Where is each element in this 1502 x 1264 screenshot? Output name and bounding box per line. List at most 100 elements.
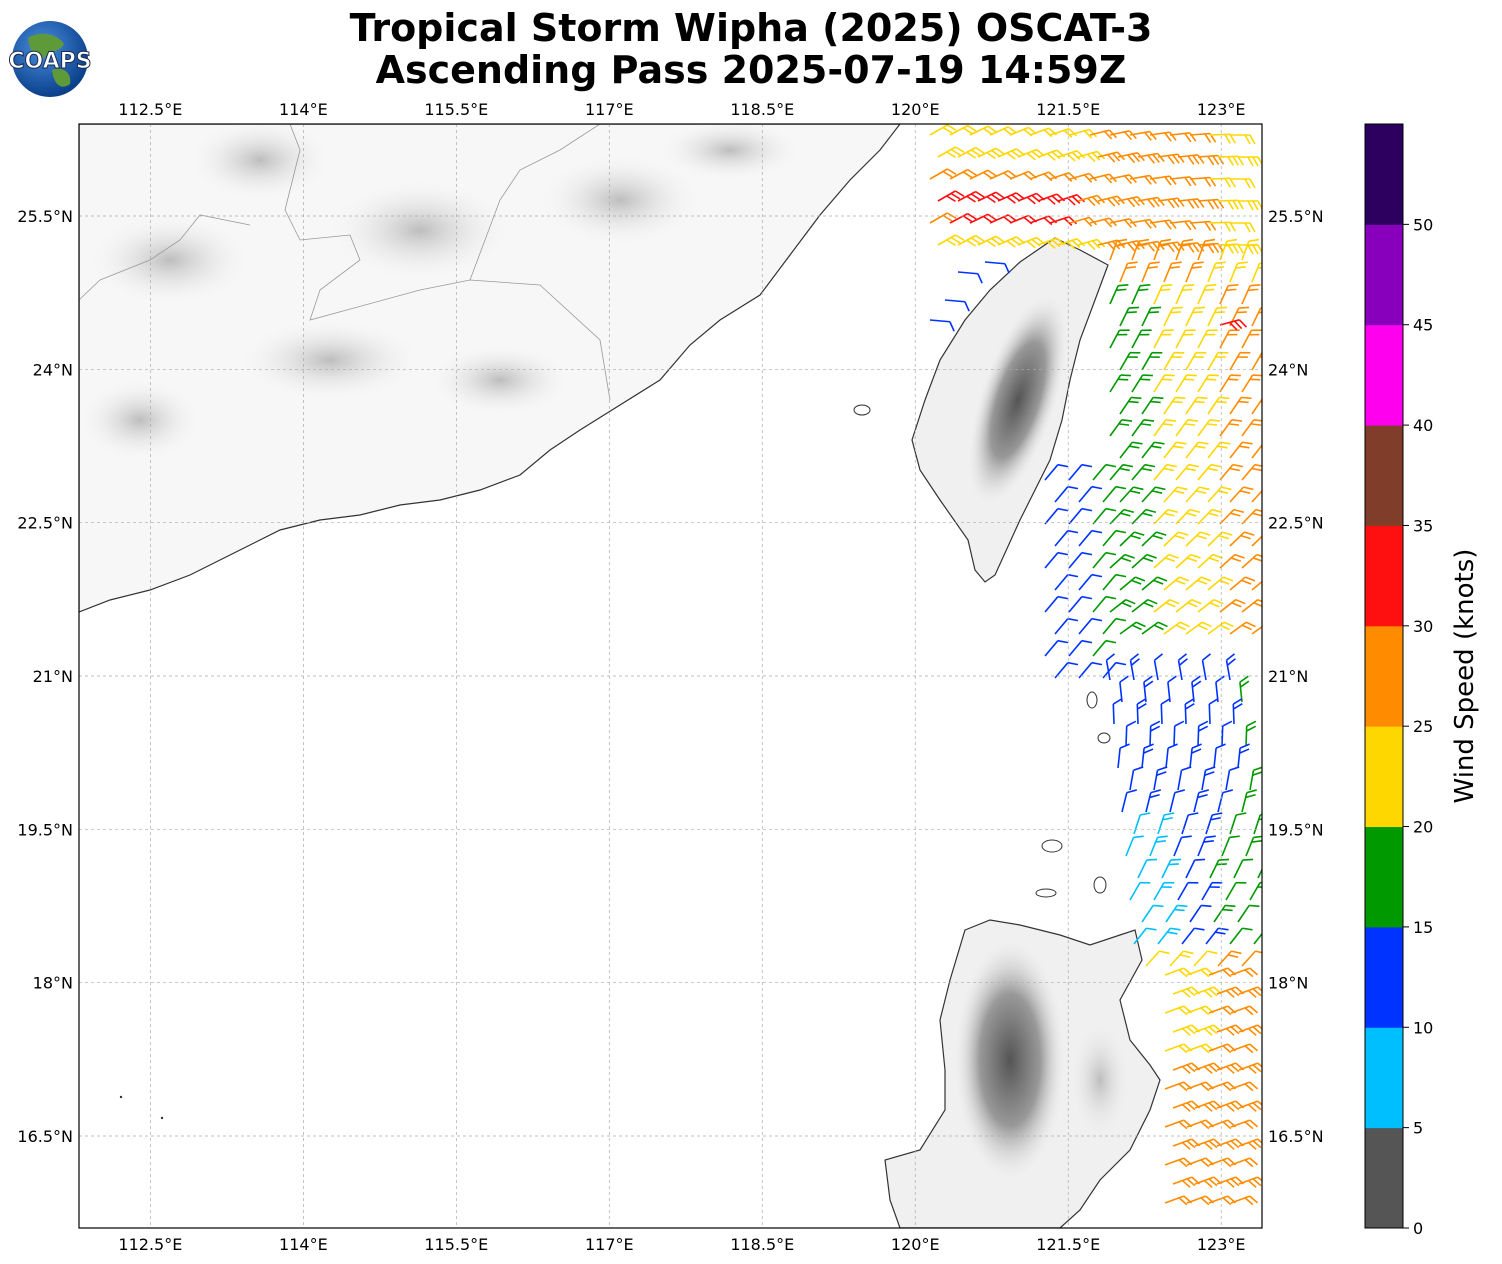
colorbar-segment [1365, 324, 1403, 426]
wind-barb [1205, 927, 1229, 945]
wind-barb [1233, 858, 1254, 879]
wind-barb [929, 168, 957, 180]
wind-barb [1141, 621, 1168, 635]
wind-barb [1251, 351, 1262, 371]
wind-barb [1230, 1119, 1259, 1130]
wind-barb [1216, 1176, 1245, 1188]
wind-barb [1160, 698, 1171, 725]
wind-barb [1205, 812, 1223, 835]
wind-barb [1153, 329, 1174, 349]
wind-barb [1163, 351, 1185, 371]
wind-barb [1069, 216, 1098, 227]
wind-barb [1137, 152, 1165, 164]
wind-barb [984, 261, 1010, 274]
lon-tick-label-top: 117°E [585, 100, 634, 119]
wind-barb [969, 213, 997, 224]
wind-barb [969, 125, 997, 136]
wind-barb [1153, 553, 1179, 569]
wind-barb [1119, 441, 1143, 459]
wind-barb [1117, 743, 1130, 769]
wind-barb [1069, 128, 1098, 139]
wind-barb [1239, 675, 1250, 703]
wind-barb [1119, 486, 1144, 503]
wind-barb [1149, 720, 1161, 747]
wind-barb [1175, 508, 1201, 525]
wind-barb [1068, 551, 1093, 569]
wind-barb [1185, 576, 1212, 591]
wind-barb [1153, 508, 1179, 525]
wind-barb [1251, 261, 1262, 283]
wind-barb [1185, 396, 1208, 415]
wind-barb [1119, 531, 1145, 547]
wind-barb [1229, 812, 1247, 835]
wind-barb [1241, 789, 1257, 813]
lat-tick-label-left: 24°N [33, 360, 73, 379]
wind-barb [1149, 835, 1168, 857]
wind-barb [1167, 675, 1177, 703]
colorbar-tick-label: 25 [1413, 717, 1433, 736]
wind-barb [1136, 698, 1147, 725]
wind-barb [1131, 419, 1155, 437]
wind-barb [1054, 661, 1079, 679]
wind-barb [1157, 197, 1185, 209]
wind-barb [1054, 617, 1079, 635]
wind-barb [1201, 881, 1223, 901]
wind-barb [1197, 720, 1209, 747]
wind-barb [1141, 576, 1168, 591]
wind-barb [1112, 698, 1123, 725]
wind-barb [1197, 553, 1223, 569]
wind-barb [1230, 1005, 1259, 1016]
wind-barb [1129, 766, 1144, 791]
wind-barb [1097, 151, 1126, 163]
wind-barb [1251, 306, 1262, 327]
wind-barb [1049, 172, 1078, 182]
wind-barb [1077, 194, 1106, 207]
wind-barb [1251, 486, 1262, 503]
wind-barb [1207, 261, 1226, 283]
longitude-labels-bottom: 112.5°E 114°E 115.5°E 117°E 118.5°E 120°E 121.… [118, 1235, 1245, 1254]
wind-barb [1078, 529, 1103, 547]
wind-barb [1185, 306, 1206, 327]
wind-barb [1054, 529, 1079, 547]
wind-barb [1181, 812, 1199, 835]
wind-barb [1131, 553, 1157, 569]
wind-barb [1230, 222, 1256, 233]
wind-barb [1068, 639, 1093, 657]
gridlines [79, 124, 1262, 1228]
wind-barb [1145, 789, 1161, 813]
wind-barb [1197, 835, 1216, 857]
wind-barb [1213, 743, 1226, 769]
wind-barb [1165, 743, 1178, 769]
wind-barb [929, 319, 955, 332]
wind-barb [977, 191, 1005, 204]
wind-barb [949, 124, 977, 136]
wind-barb [1219, 374, 1241, 393]
latitude-labels-left: 25.5°N 24°N 22.5°N 21°N 19.5°N 18°N 16.5°N [17, 207, 73, 1146]
wind-barb [1109, 508, 1135, 525]
wind-barb [1251, 576, 1262, 591]
wind-barb [1175, 598, 1202, 613]
wind-barb [1241, 374, 1262, 393]
wind-barb [1163, 396, 1186, 415]
wind-barb [997, 192, 1025, 204]
wind-barb [1197, 329, 1218, 349]
lon-tick-label-bottom: 121.5°E [1036, 1235, 1100, 1254]
wind-barb [1163, 531, 1189, 547]
wind-barb [1241, 329, 1262, 349]
colorbar-frame [1364, 123, 1404, 1229]
colorbar-segment [1365, 525, 1403, 627]
wind-barb [1185, 441, 1209, 459]
wind-barb [1245, 720, 1257, 747]
wind-barb [1216, 1062, 1245, 1074]
wind-barb [1153, 881, 1175, 901]
wind-barb [1191, 675, 1202, 703]
wind-barb [1209, 858, 1230, 879]
wind-barb [1161, 858, 1182, 879]
wind-barb [1207, 576, 1234, 591]
wind-barb [1089, 129, 1118, 140]
wind-barb [1241, 950, 1262, 967]
colorbar-segment [1365, 124, 1403, 225]
wind-barbs-layer [929, 124, 1262, 1206]
wind-barb [1207, 396, 1230, 415]
wind-barb [1194, 1062, 1223, 1074]
